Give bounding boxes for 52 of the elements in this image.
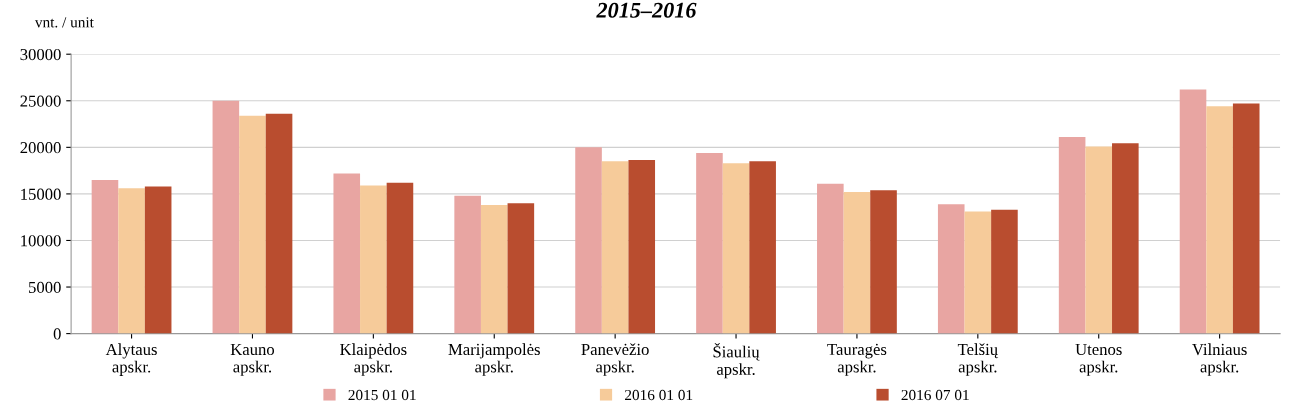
bar xyxy=(454,195,481,334)
bar xyxy=(144,186,172,334)
x-tick-label: Vilniaus apskr. xyxy=(1192,343,1247,376)
bar xyxy=(843,192,871,334)
bar xyxy=(628,159,656,334)
bar xyxy=(1112,143,1139,334)
x-tick-label: Kauno apskr. xyxy=(230,343,275,376)
bar xyxy=(265,113,293,334)
legend-label: 2016 07 01 xyxy=(901,389,969,401)
bar xyxy=(212,100,240,334)
x-tick-label: Klaipėdos apskr. xyxy=(340,343,407,376)
bar xyxy=(991,209,1018,334)
bar xyxy=(1179,89,1207,334)
y-tick-label: 20000 xyxy=(20,142,61,154)
bar xyxy=(507,203,535,334)
x-tick-label: Marijampolės apskr. xyxy=(448,343,540,376)
bar xyxy=(575,147,602,334)
y-tick-label: 30000 xyxy=(20,48,61,61)
x-tick-label: Telšių apskr. xyxy=(957,343,999,376)
x-tick-label: Šiaulių apskr. xyxy=(713,343,760,379)
bar xyxy=(1085,146,1113,334)
x-tick-label: Utenos apskr. xyxy=(1075,343,1122,376)
bar xyxy=(1206,106,1233,334)
legend-label: 2015 01 01 xyxy=(348,389,416,401)
y-tick-label: 10000 xyxy=(21,235,61,247)
bar xyxy=(937,204,965,334)
bar xyxy=(239,115,266,334)
bar xyxy=(360,185,387,334)
y-tick-label: 15000 xyxy=(21,188,61,200)
x-tick-label: Panevėžio apskr. xyxy=(581,343,649,376)
bar xyxy=(964,211,992,334)
bar xyxy=(480,205,508,334)
bar xyxy=(1232,103,1260,334)
bar xyxy=(749,161,776,334)
x-tick-label: Alytaus apskr. xyxy=(105,343,157,376)
legend-label: 2016 01 01 xyxy=(625,389,693,401)
bar xyxy=(386,182,414,334)
x-tick-label: Tauragės apskr. xyxy=(827,343,887,376)
y-tick-label: 25000 xyxy=(20,95,61,107)
bar xyxy=(722,163,750,334)
chart-title: 2015–2016 xyxy=(596,2,697,18)
bar xyxy=(1058,137,1086,334)
y-tick-label: 0 xyxy=(53,328,61,340)
bar xyxy=(333,173,361,334)
bar xyxy=(696,152,723,334)
y-tick-label: 5000 xyxy=(29,281,61,293)
y-axis-title: vnt. / unit xyxy=(34,17,94,28)
bar xyxy=(91,179,119,334)
bar xyxy=(601,161,629,334)
bar xyxy=(817,183,844,334)
bar xyxy=(118,188,145,334)
bar xyxy=(870,190,897,334)
